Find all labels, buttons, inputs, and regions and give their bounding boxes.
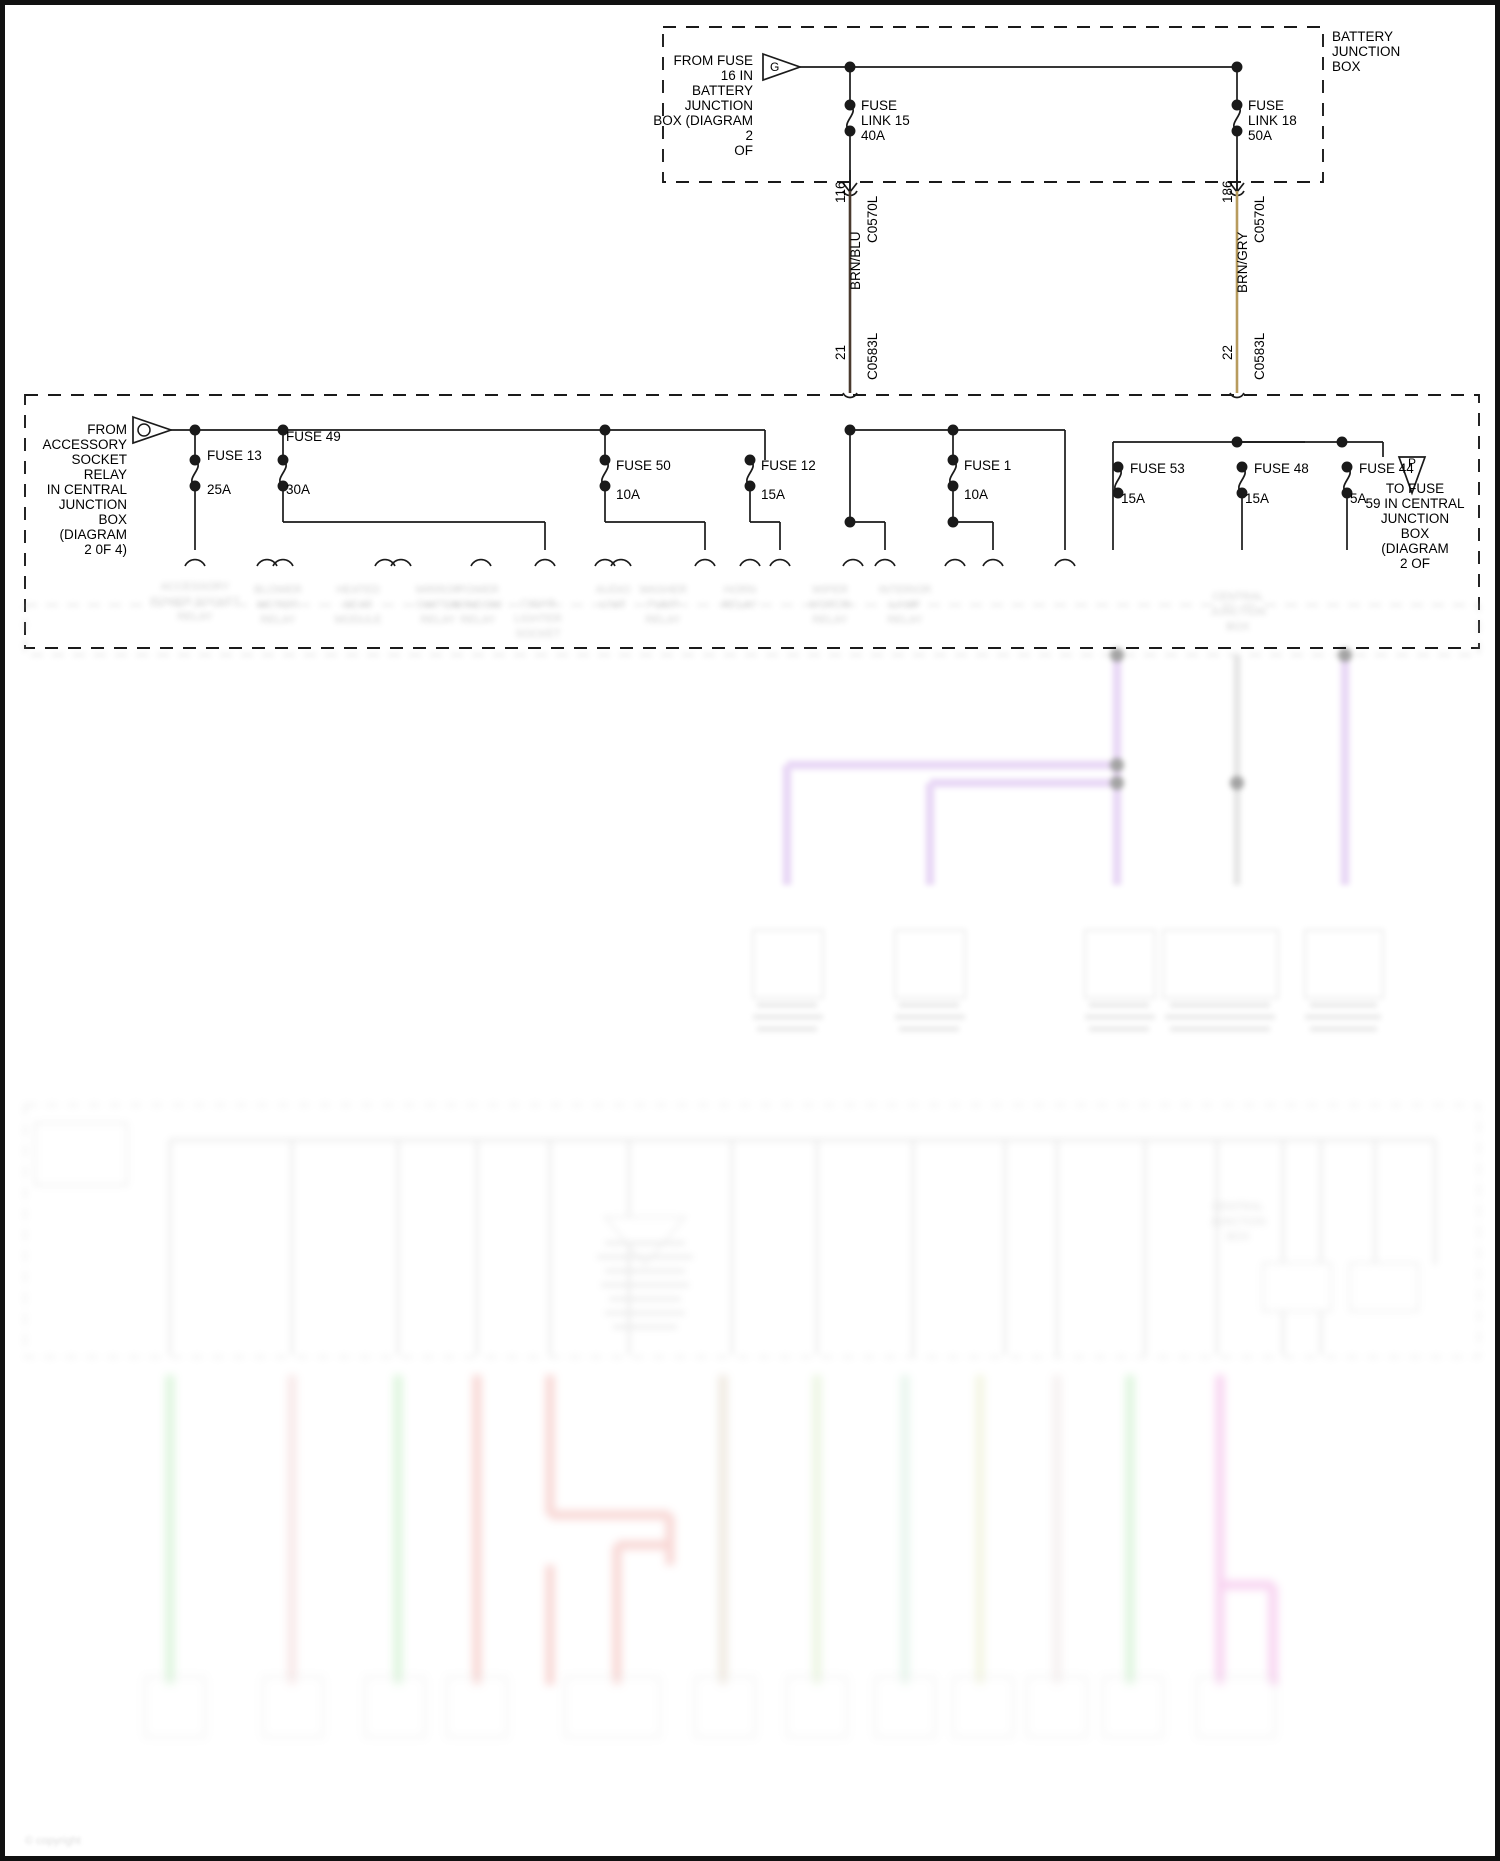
load-label: WASHER PUMP RELAY [639, 584, 687, 626]
load-label: MIRROR SWITCH RELAY [415, 584, 461, 626]
battery-junction-box-outline [662, 26, 1324, 183]
fuse-44-rating: 5A [1350, 491, 1367, 506]
bottom-connectors [144, 1676, 1276, 1738]
fuse-50-name: FUSE 50 [616, 458, 671, 473]
load-label: CIGAR LIGHTER SOCKET [514, 598, 562, 640]
fuse-link-18-rating: 50A [1248, 128, 1273, 143]
load-label: HORN RELAY [722, 584, 758, 611]
fuse-50-rating: 10A [616, 487, 641, 502]
dest-ref-p-text: TO FUSE 59 IN CENTRAL JUNCTION BOX (DIAG… [1365, 481, 1465, 571]
battery-junction-box-label: BATTERY JUNCTION BOX [1332, 29, 1401, 74]
fuse-49-rating: 30A [286, 482, 311, 497]
junction-dot [844, 516, 856, 528]
junction-dot [844, 99, 856, 111]
fuse-13-name: FUSE 13 [207, 448, 262, 463]
bottom-section-graphics [165, 1375, 1278, 1685]
fuse-load-labels: ACCESSORY POWER SOCKET RELAY BLOWER MOTOR RE… [5, 5, 1495, 1856]
fuse-53-name: FUSE 53 [1130, 461, 1185, 476]
fuse-1-name: FUSE 1 [964, 458, 1012, 473]
fuse-44-name: FUSE 44 [1359, 461, 1414, 476]
source-ref-o-text: FROM ACCESSORY SOCKET RELAY IN CENTRAL J… [42, 422, 127, 557]
footer-watermark: © copyright [25, 1835, 81, 1847]
junction-dot [1231, 125, 1243, 137]
marker-g-label: G [770, 60, 780, 74]
fuse-48-rating: 15A [1245, 491, 1270, 506]
load-label: AUDIO UNIT [595, 584, 631, 611]
fuse-49-name: FUSE 49 [286, 429, 341, 444]
load-label: POWER WINDOW RELAY [453, 584, 503, 626]
fuse-48-name: FUSE 48 [1254, 461, 1309, 476]
lower-module-graphics [24, 1104, 1480, 1358]
junction-dot [947, 516, 959, 528]
central-junction-box-right-label: CENTRAL JUNCTION BOX [1210, 591, 1266, 633]
mid-section-graphics [24, 604, 1480, 1032]
load-label: ACCESSORY POWER SOCKET RELAY [150, 581, 240, 623]
central-junction-box-right-label-2: CENTRAL JUNCTION BOX [1210, 1201, 1266, 1243]
fuse-13-rating: 25A [207, 482, 232, 497]
load-label: BLOWER MOTOR RELAY [254, 584, 302, 626]
fuse-link-15-rating: 40A [861, 128, 886, 143]
load-label: HEATED SEAT MODULE [334, 584, 382, 626]
junction-dot [1112, 487, 1124, 499]
marker-p-label: P [1408, 456, 1417, 470]
connector-marker-p [1397, 456, 1427, 496]
fuse-link-18-name: FUSE LINK 18 [1248, 98, 1297, 128]
fuse-12-name: FUSE 12 [761, 458, 816, 473]
source-ref-g-text: FROM FUSE 16 IN BATTERY JUNCTION BOX (DI… [653, 53, 753, 158]
wiring-canvas [24, 26, 1480, 1738]
marker-o-glyph-ring [137, 423, 151, 437]
junction-dot [844, 125, 856, 137]
junction-dot [1231, 99, 1243, 111]
terminal-caps [184, 558, 1076, 567]
fuse-53-rating: 15A [1121, 491, 1146, 506]
fuse-12-rating: 15A [761, 487, 786, 502]
connector-marker-g [762, 52, 803, 82]
fuse-1-rating: 10A [964, 487, 989, 502]
load-label: INTERIOR LAMP RELAY [878, 584, 932, 626]
load-label: WIPER MOTOR RELAY [809, 584, 851, 626]
fuse-link-15-name: FUSE LINK 15 [861, 98, 910, 128]
